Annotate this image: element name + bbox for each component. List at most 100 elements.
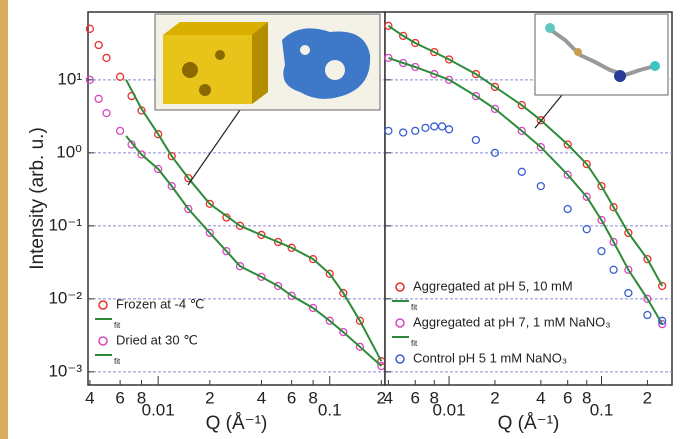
x-axis-label: Q (Å⁻¹) — [498, 413, 560, 434]
y-tick-label: 10⁻¹ — [48, 215, 82, 234]
fit-line — [125, 79, 383, 362]
data-point — [257, 272, 266, 282]
x-tick-label: 0.01 — [433, 400, 466, 419]
data-point — [308, 303, 318, 313]
data-point — [222, 246, 231, 256]
y-tick-label: 10⁻³ — [48, 361, 82, 380]
data-point — [339, 327, 348, 337]
data-point — [273, 281, 283, 291]
inset-right — [534, 13, 669, 129]
data-point — [137, 150, 146, 159]
data-point — [609, 203, 618, 212]
data-point — [325, 269, 334, 278]
plot-area: 4 6 80.012 4 6 80.12 — [384, 21, 672, 419]
legend-marker — [98, 336, 108, 346]
data-point — [471, 135, 481, 145]
data-point — [430, 47, 439, 57]
y-axis-label: Intensity (arb. u.) — [27, 127, 48, 270]
data-point — [517, 126, 526, 136]
legend-marker — [395, 354, 405, 364]
data-point — [643, 254, 652, 264]
data-point — [658, 319, 667, 329]
data-point — [94, 94, 103, 103]
x-tick-label: 2 — [377, 388, 386, 407]
data-point — [563, 204, 572, 214]
x-tick-label: 6 — [411, 388, 420, 407]
data-point — [444, 55, 454, 64]
data-point — [308, 254, 318, 264]
fit-line — [388, 56, 664, 325]
x-tick-label: 0.1 — [318, 400, 342, 419]
x-tick-label: 2 — [490, 388, 499, 407]
data-point — [582, 192, 591, 201]
x-axis-label: Q (Å⁻¹) — [206, 413, 268, 434]
data-point — [582, 225, 591, 234]
legend-marker — [395, 318, 405, 328]
data-point — [582, 159, 591, 169]
data-point — [437, 122, 447, 131]
data-point — [411, 126, 420, 136]
data-point — [624, 265, 633, 274]
x-tick-label: 0.01 — [142, 400, 175, 419]
data-point — [597, 215, 606, 225]
x-tick-label: 4 — [85, 388, 94, 407]
y-tick-label: 10¹ — [57, 69, 82, 88]
y-tick-label: 10⁰ — [56, 142, 82, 161]
x-tick-label: 6 — [287, 388, 296, 407]
data-point — [444, 125, 454, 134]
x-tick-label: 4 — [536, 388, 545, 407]
data-point — [430, 69, 439, 79]
data-point — [399, 58, 408, 68]
legend-label: fit — [114, 321, 121, 330]
data-point — [643, 294, 652, 303]
x-tick-label: 6 — [115, 388, 124, 407]
x-tick-label: 4 — [257, 388, 266, 407]
data-point — [384, 53, 393, 63]
data-point — [94, 40, 103, 50]
data-point — [102, 53, 111, 63]
data-point — [536, 181, 545, 191]
data-point — [115, 126, 125, 136]
data-point — [339, 288, 348, 298]
data-point — [235, 221, 245, 230]
x-tick-label: 8 — [430, 388, 439, 407]
x-tick-label: 8 — [137, 388, 146, 407]
data-point — [658, 316, 667, 325]
data-point — [563, 140, 572, 149]
data-point — [154, 164, 163, 174]
data-point — [184, 174, 193, 183]
fit-line — [387, 24, 664, 287]
legend-label: Aggregated at pH 7, 1 mM NaNO₃ — [413, 314, 611, 329]
data-point — [597, 246, 606, 256]
data-point — [205, 228, 214, 238]
data-point — [154, 130, 163, 139]
data-point — [184, 204, 193, 214]
legend-label: Control pH 5 1 mM NaNO₃ — [413, 350, 567, 365]
data-point — [430, 122, 439, 131]
data-point — [536, 142, 545, 152]
data-point — [444, 75, 454, 84]
data-point — [287, 243, 296, 252]
x-tick-label: 4 — [384, 388, 393, 407]
data-point — [167, 152, 176, 161]
x-tick-label: 6 — [563, 388, 572, 407]
data-point — [490, 148, 500, 157]
data-point — [102, 108, 111, 118]
data-point — [517, 101, 526, 110]
data-point — [517, 167, 526, 176]
data-point — [384, 21, 393, 30]
data-point — [536, 116, 545, 125]
legend-marker — [395, 282, 405, 292]
data-point — [273, 237, 283, 247]
data-point — [658, 281, 667, 291]
data-point — [127, 140, 136, 149]
data-point — [167, 181, 176, 191]
side-strip — [0, 0, 8, 439]
legend-label: fit — [411, 303, 418, 312]
legend-marker — [98, 300, 108, 310]
data-point — [325, 316, 334, 325]
x-tick-label: 2 — [643, 388, 652, 407]
data-point — [399, 128, 408, 137]
data-point — [563, 170, 572, 179]
data-point — [609, 265, 618, 274]
